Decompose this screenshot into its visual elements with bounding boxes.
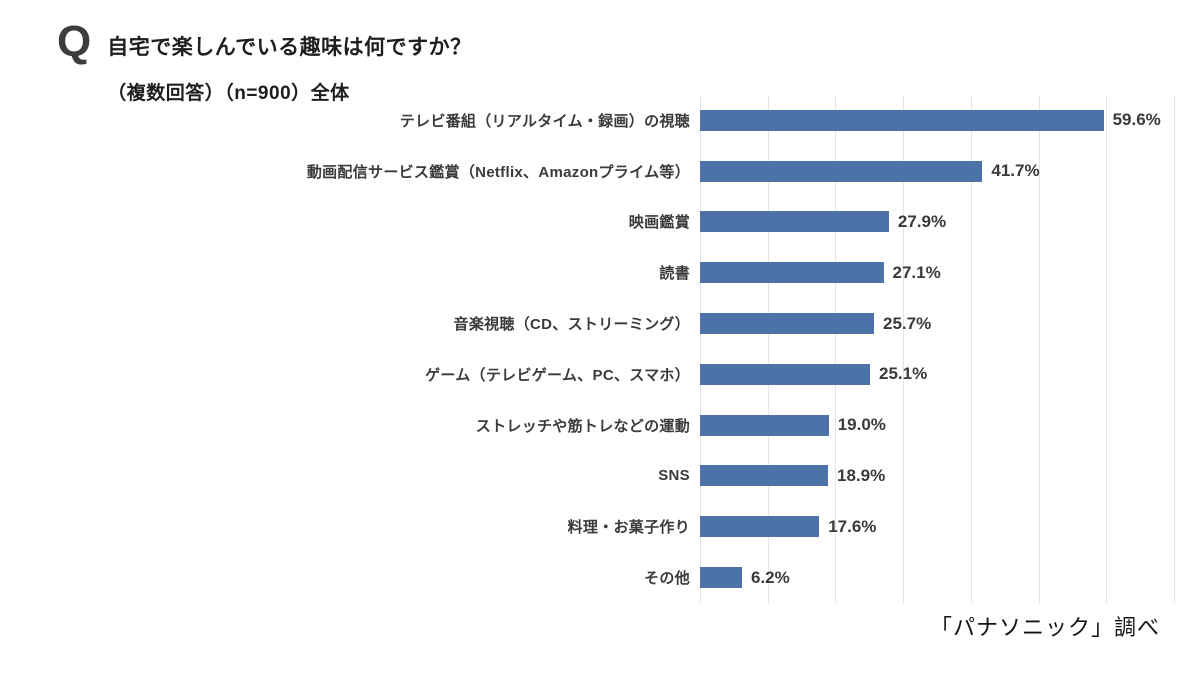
bar <box>700 363 870 385</box>
bar-chart: テレビ番組（リアルタイム・録画）の視聴 59.6% 動画配信サービス鑑賞（Netfl… <box>0 95 1200 603</box>
gridline <box>903 95 905 603</box>
gridlines <box>700 95 1175 603</box>
gridline <box>970 95 972 603</box>
bar <box>700 465 828 487</box>
chart-row: 映画鑑賞 27.9% <box>0 197 1200 248</box>
bar <box>700 516 820 538</box>
chart-row: テレビ番組（リアルタイム・録画）の視聴 59.6% <box>0 95 1200 146</box>
category-label: 映画鑑賞 <box>628 214 690 232</box>
bar <box>700 160 983 182</box>
chart-title: 自宅で楽しんでいる趣味は何ですか？ <box>107 36 472 59</box>
chart-row: ストレッチや筋トレなどの運動 19.0% <box>0 400 1200 451</box>
chart-row: 料理・お菓子作り 17.6% <box>0 501 1200 552</box>
bar <box>700 313 874 335</box>
bar <box>700 211 889 233</box>
category-label: 音楽視聴（CD、ストリーミング） <box>453 316 690 334</box>
source-credit: 「パナソニック」調べ <box>929 615 1160 640</box>
category-label: ゲーム（テレビゲーム、PC、スマホ） <box>425 366 690 384</box>
bar-area: 27.9% <box>700 197 1200 248</box>
bar <box>700 567 742 589</box>
bar-area: 19.0% <box>700 400 1200 451</box>
category-label: テレビ番組（リアルタイム・録画）の視聴 <box>399 112 690 130</box>
chart-row: 読書 27.1% <box>0 247 1200 298</box>
chart-row: SNS 18.9% <box>0 451 1200 502</box>
bar-area: 6.2% <box>700 552 1200 603</box>
bar <box>700 109 1104 131</box>
category-label: 動画配信サービス鑑賞（Netflix、Amazonプライム等） <box>306 163 690 181</box>
chart-row: その他 6.2% <box>0 552 1200 603</box>
chart-header: Q 自宅で楽しんでいる趣味は何ですか？ （複数回答）（n=900）全体 <box>57 20 472 105</box>
bar-area: 18.9% <box>700 451 1200 502</box>
gridline <box>835 95 837 603</box>
question-mark-label: Q <box>57 17 92 66</box>
bar-area: 17.6% <box>700 501 1200 552</box>
category-label: その他 <box>644 570 690 588</box>
title-block: 自宅で楽しんでいる趣味は何ですか？ （複数回答）（n=900）全体 <box>107 20 471 105</box>
chart-row: 動画配信サービス鑑賞（Netflix、Amazonプライム等） 41.7% <box>0 146 1200 197</box>
value-label: 25.1% <box>879 364 928 384</box>
gridline <box>767 95 769 603</box>
bar-area: 27.1% <box>700 247 1200 298</box>
value-label: 19.0% <box>837 415 886 435</box>
bar-area: 25.7% <box>700 298 1200 349</box>
gridline <box>1038 95 1040 603</box>
category-label: 料理・お菓子作り <box>567 519 690 537</box>
bar-area: 41.7% <box>700 146 1200 197</box>
chart-rows: テレビ番組（リアルタイム・録画）の視聴 59.6% 動画配信サービス鑑賞（Netfl… <box>0 95 1200 603</box>
gridline <box>1106 95 1108 603</box>
bar-area: 25.1% <box>700 349 1200 400</box>
bar <box>700 262 884 284</box>
gridline <box>700 95 701 603</box>
chart-row: 音楽視聴（CD、ストリーミング） 25.7% <box>0 298 1200 349</box>
category-label: 読書 <box>659 265 690 283</box>
value-label: 41.7% <box>991 161 1040 181</box>
value-label: 59.6% <box>1112 110 1161 130</box>
bar-area: 59.6% <box>700 95 1200 146</box>
bar <box>700 414 829 436</box>
chart-row: ゲーム（テレビゲーム、PC、スマホ） 25.1% <box>0 349 1200 400</box>
category-label: ストレッチや筋トレなどの運動 <box>475 417 690 435</box>
value-label: 17.6% <box>828 516 877 536</box>
value-label: 27.1% <box>892 262 941 282</box>
value-label: 6.2% <box>751 567 790 587</box>
value-label: 18.9% <box>837 465 886 485</box>
value-label: 25.7% <box>883 313 932 333</box>
category-label: SNS <box>658 467 690 485</box>
value-label: 27.9% <box>897 211 947 231</box>
chart-subtitle: （複数回答）（n=900）全体 <box>107 83 350 104</box>
gridline <box>1174 95 1175 603</box>
